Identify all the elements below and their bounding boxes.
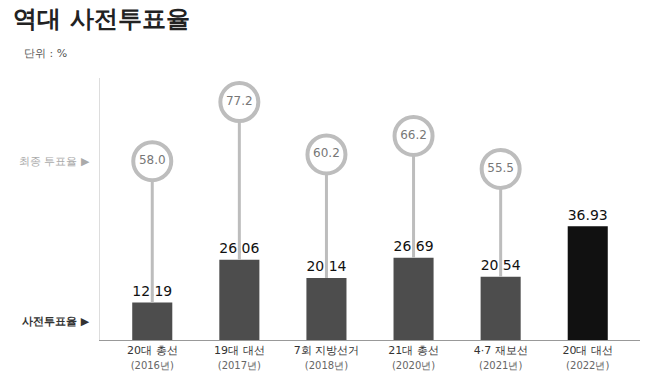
svg-text:12.19: 12.19 [132,283,172,299]
svg-text:60.2: 60.2 [313,146,340,160]
svg-text:58.0: 58.0 [139,153,166,167]
svg-text:66.2: 66.2 [400,128,427,142]
svg-text:7회 지방선거(2018년): 7회 지방선거(2018년) [294,344,360,370]
svg-text:단위 : %: 단위 : % [24,47,67,60]
svg-text:77.2: 77.2 [226,94,253,108]
svg-text:20.14: 20.14 [306,258,346,274]
svg-text:19대 대선(2017년): 19대 대선(2017년) [214,344,265,370]
svg-text:사전투표율 ▶: 사전투표율 ▶ [22,315,90,328]
svg-text:26.06: 26.06 [219,240,259,256]
svg-text:4·7 재보선(2021년): 4·7 재보선(2021년) [474,344,528,370]
svg-text:역대 사전투표율: 역대 사전투표율 [13,5,189,33]
svg-text:20대 대선(2022년): 20대 대선(2022년) [562,344,613,370]
svg-text:20대 총선(2016년): 20대 총선(2016년) [127,344,178,370]
svg-text:26.69: 26.69 [394,238,434,254]
svg-text:최종 투표율 ▶: 최종 투표율 ▶ [19,155,90,168]
svg-text:20.54: 20.54 [481,257,521,273]
svg-text:21대 총선(2020년): 21대 총선(2020년) [388,344,439,370]
svg-text:36.93: 36.93 [568,207,608,223]
svg-text:55.5: 55.5 [487,161,514,175]
